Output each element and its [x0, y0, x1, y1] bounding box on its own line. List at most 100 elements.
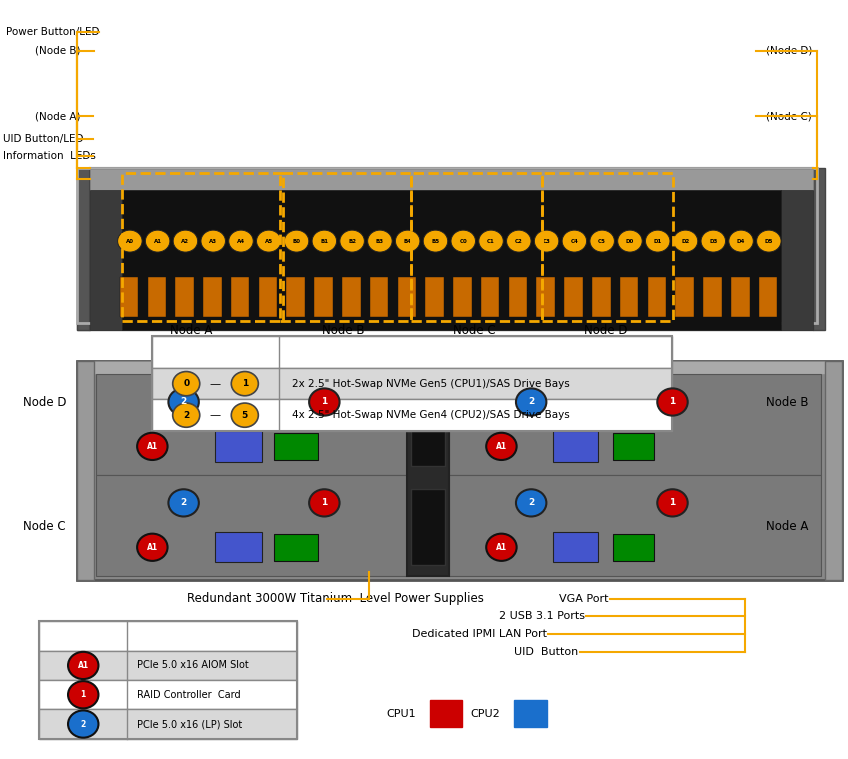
Bar: [731, 277, 750, 317]
Text: 1: 1: [81, 690, 86, 699]
Text: PCIe 5.0 x16 (LP) Slot: PCIe 5.0 x16 (LP) Slot: [137, 719, 243, 729]
Circle shape: [118, 230, 142, 252]
Text: Node B: Node B: [322, 324, 365, 337]
Bar: [613, 433, 654, 460]
Text: A3: A3: [209, 238, 217, 244]
Circle shape: [173, 230, 198, 252]
Bar: [287, 277, 305, 317]
Bar: [152, 336, 672, 368]
Text: (Node B): (Node B): [36, 46, 81, 55]
Bar: [430, 700, 462, 727]
Bar: [554, 431, 598, 461]
Bar: [90, 168, 812, 330]
Bar: [342, 277, 360, 317]
Bar: [411, 489, 445, 565]
Text: Node C: Node C: [23, 521, 65, 534]
Circle shape: [701, 230, 726, 252]
Circle shape: [516, 490, 546, 516]
Text: —: —: [210, 379, 221, 389]
Text: 2x 2.5" Hot-Swap NVMe Gen5 (CPU1)/SAS Drive Bays: 2x 2.5" Hot-Swap NVMe Gen5 (CPU1)/SAS Dr…: [292, 379, 570, 389]
Circle shape: [137, 534, 168, 561]
Text: A1: A1: [496, 543, 507, 552]
Circle shape: [673, 230, 698, 252]
Bar: [515, 700, 547, 727]
Text: Information  LEDs: Information LEDs: [3, 150, 96, 161]
Text: B2: B2: [349, 238, 356, 244]
Bar: [449, 474, 821, 575]
Bar: [281, 173, 411, 320]
Circle shape: [310, 490, 339, 516]
Circle shape: [516, 389, 546, 416]
Bar: [77, 311, 812, 330]
Text: C5: C5: [598, 238, 606, 244]
Bar: [781, 191, 812, 330]
Text: Power Button/LED: Power Button/LED: [6, 27, 99, 36]
Bar: [152, 336, 672, 431]
Text: D3: D3: [709, 238, 717, 244]
Text: Description: Description: [439, 347, 511, 357]
Bar: [411, 173, 543, 320]
Bar: [812, 168, 825, 330]
Circle shape: [451, 230, 476, 252]
Bar: [215, 431, 262, 461]
Text: C2: C2: [515, 238, 522, 244]
Bar: [77, 361, 94, 580]
Circle shape: [590, 230, 615, 252]
Text: UID  Button: UID Button: [515, 647, 578, 657]
Bar: [176, 277, 194, 317]
Bar: [148, 277, 166, 317]
Circle shape: [423, 230, 448, 252]
Bar: [77, 361, 842, 374]
Bar: [215, 532, 262, 562]
Bar: [152, 399, 672, 431]
Circle shape: [479, 230, 503, 252]
Text: A4: A4: [237, 238, 245, 244]
Circle shape: [645, 230, 670, 252]
Circle shape: [506, 230, 531, 252]
Bar: [90, 169, 812, 191]
Bar: [90, 191, 122, 330]
Text: B3: B3: [376, 238, 384, 244]
Bar: [620, 277, 639, 317]
Text: 4x 2.5" Hot-Swap NVMe Gen4 (CPU2)/SAS Drive Bays: 4x 2.5" Hot-Swap NVMe Gen4 (CPU2)/SAS Dr…: [292, 410, 570, 420]
Text: CPU1: CPU1: [386, 709, 416, 719]
Bar: [703, 277, 722, 317]
Circle shape: [562, 230, 587, 252]
Text: B4: B4: [404, 238, 412, 244]
Circle shape: [395, 230, 420, 252]
Text: D1: D1: [654, 238, 661, 244]
Text: PCIe 5.0 x16 AIOM Slot: PCIe 5.0 x16 AIOM Slot: [137, 660, 249, 670]
Circle shape: [68, 652, 98, 679]
Bar: [411, 391, 445, 467]
Circle shape: [201, 230, 226, 252]
Text: A2: A2: [181, 238, 189, 244]
Bar: [759, 277, 778, 317]
Text: Slot
(Node A-D): Slot (Node A-D): [53, 625, 114, 647]
Text: UID Button/LED: UID Button/LED: [3, 134, 84, 144]
Circle shape: [232, 372, 259, 395]
Text: C3: C3: [543, 238, 550, 244]
Text: C4: C4: [571, 238, 578, 244]
Bar: [481, 277, 499, 317]
Bar: [39, 710, 297, 739]
Text: Drive Bay
(Node A-D): Drive Bay (Node A-D): [186, 342, 246, 363]
Text: D4: D4: [737, 238, 745, 244]
Bar: [825, 361, 842, 580]
Circle shape: [728, 230, 753, 252]
Bar: [426, 277, 444, 317]
Text: 2: 2: [528, 398, 534, 407]
Circle shape: [657, 490, 688, 516]
Text: (Node C): (Node C): [767, 112, 812, 121]
Text: 2: 2: [181, 398, 187, 407]
Text: B5: B5: [432, 238, 439, 244]
Text: D2: D2: [682, 238, 689, 244]
Bar: [39, 650, 297, 680]
Bar: [152, 368, 672, 399]
Text: 1: 1: [669, 398, 676, 407]
Circle shape: [173, 372, 200, 395]
Text: Node D: Node D: [584, 324, 628, 337]
Circle shape: [486, 534, 516, 561]
Circle shape: [284, 230, 309, 252]
Bar: [449, 373, 821, 474]
Bar: [120, 277, 138, 317]
